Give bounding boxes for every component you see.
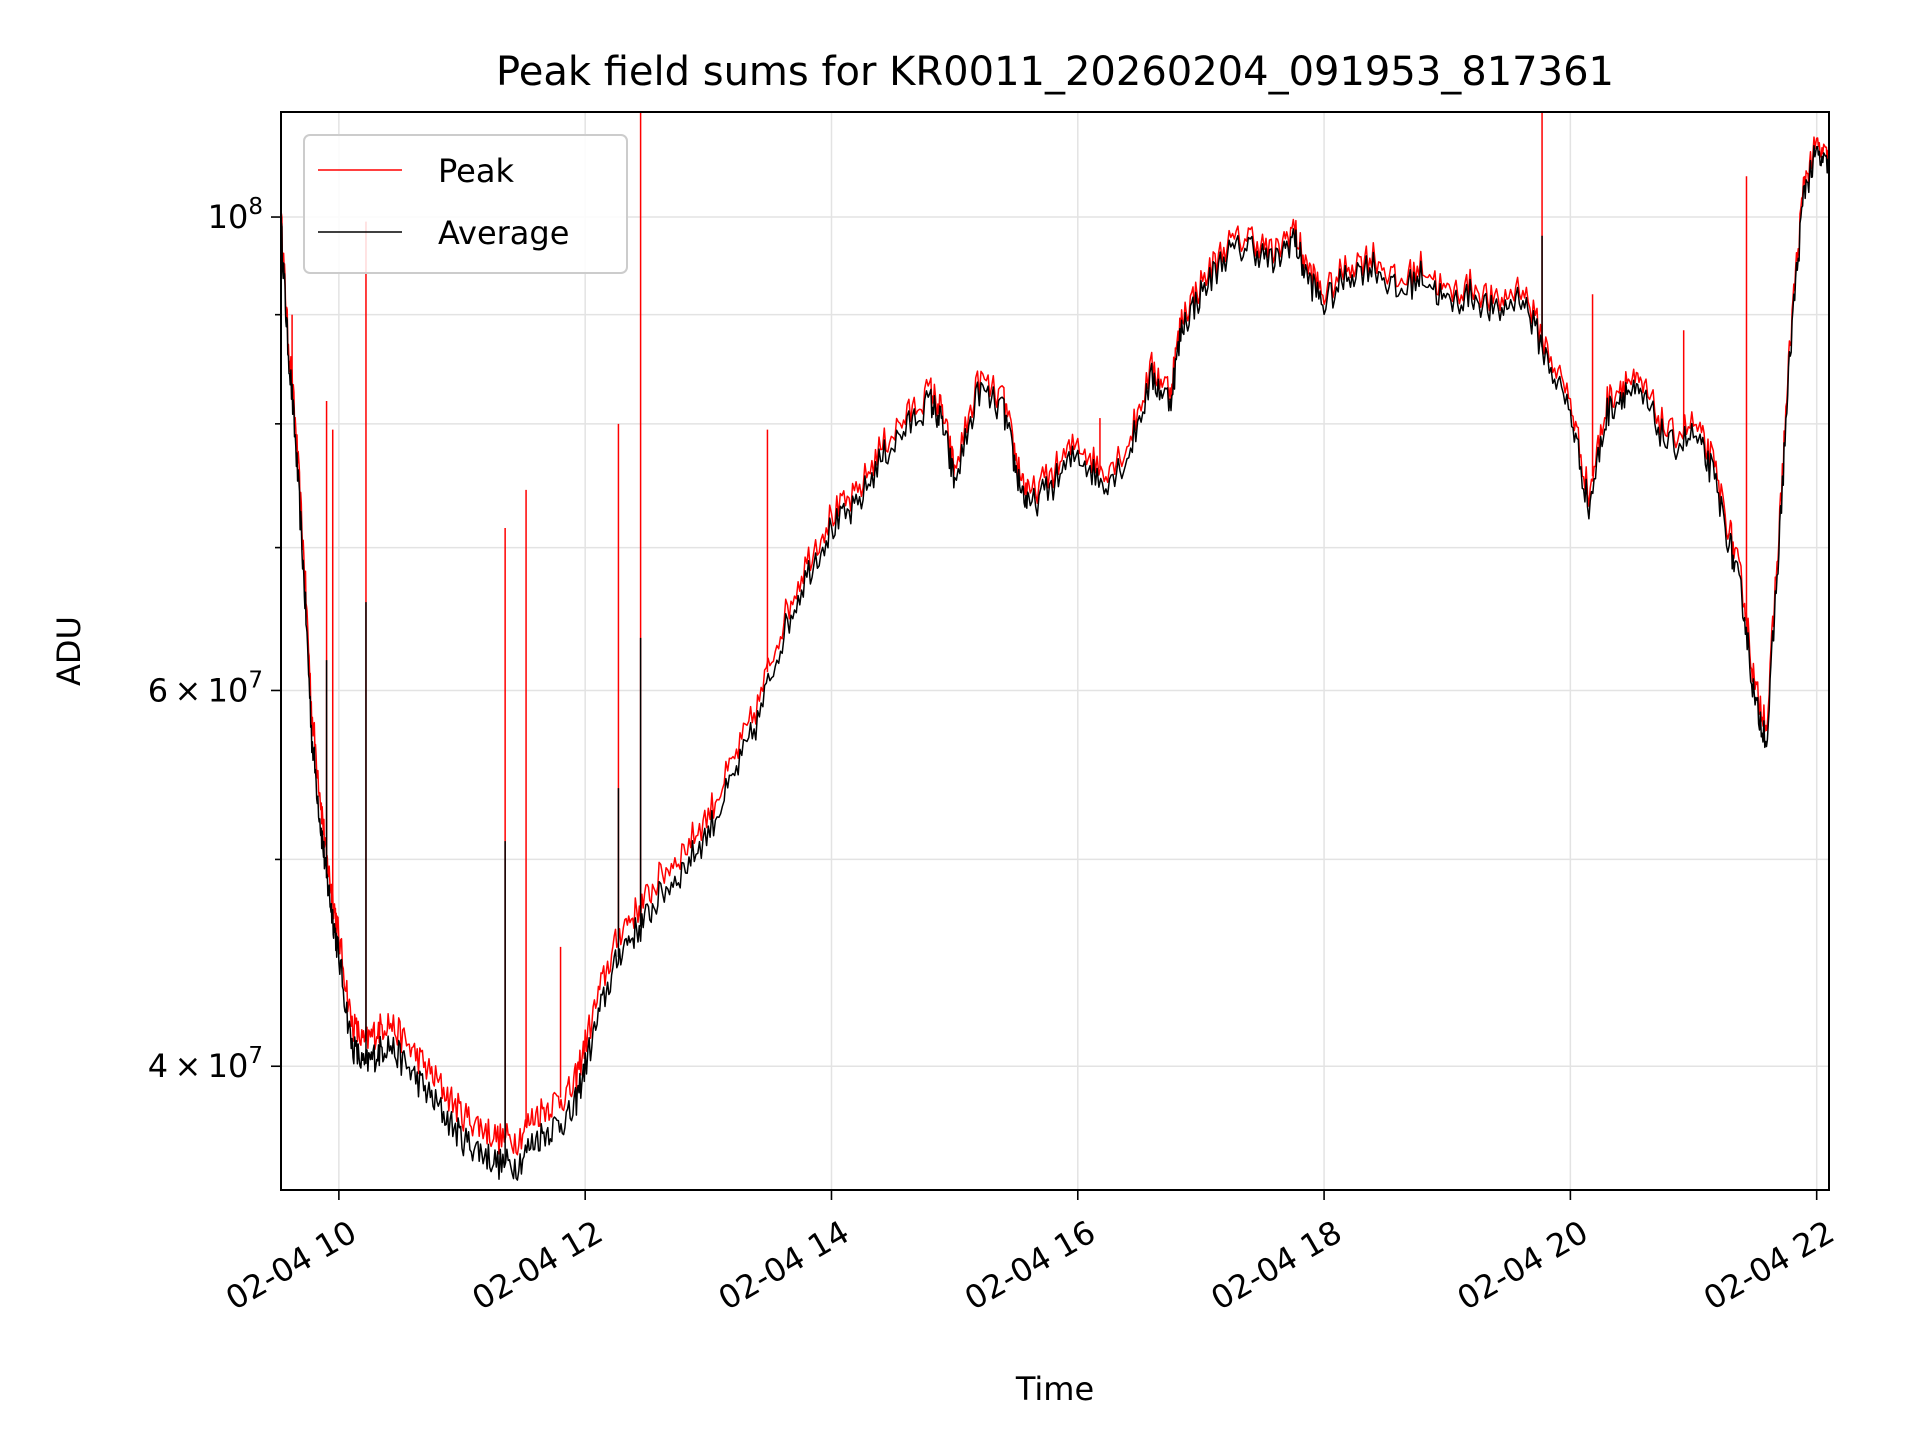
x-tick-label: 02-04 12 — [466, 1213, 610, 1318]
plot-frame — [280, 111, 1830, 1191]
legend-label-peak: Peak — [438, 152, 514, 190]
legend-label-average: Average — [438, 214, 569, 252]
y-tick-label: 6 × 107 — [148, 667, 263, 709]
legend: Peak Average — [303, 134, 628, 274]
grid — [281, 112, 1829, 1190]
x-axis: 02-04 10 02-04 12 02-04 14 02-04 16 02-04 18… — [219, 1190, 1841, 1318]
y-tick-label: 4 × 107 — [148, 1043, 263, 1085]
x-tick-label: 02-04 20 — [1451, 1213, 1595, 1318]
x-tick-label: 02-04 22 — [1697, 1213, 1841, 1318]
series-line-average — [281, 145, 1829, 1181]
x-axis-label: Time — [1015, 1370, 1094, 1408]
x-tick-label: 02-04 18 — [1204, 1213, 1348, 1318]
y-axis: 4 × 107 6 × 107 108 — [148, 194, 281, 1085]
series-line-peak — [281, 136, 1829, 1156]
chart-title: Peak field sums for KR0011_20260204_0919… — [496, 49, 1614, 95]
series-layer — [281, 112, 1829, 1181]
y-axis-label: ADU — [50, 616, 88, 686]
x-tick-label: 02-04 10 — [219, 1213, 363, 1318]
y-tick-label: 108 — [208, 194, 263, 236]
x-tick-label: 02-04 16 — [958, 1213, 1102, 1318]
x-tick-label: 02-04 14 — [712, 1213, 856, 1318]
